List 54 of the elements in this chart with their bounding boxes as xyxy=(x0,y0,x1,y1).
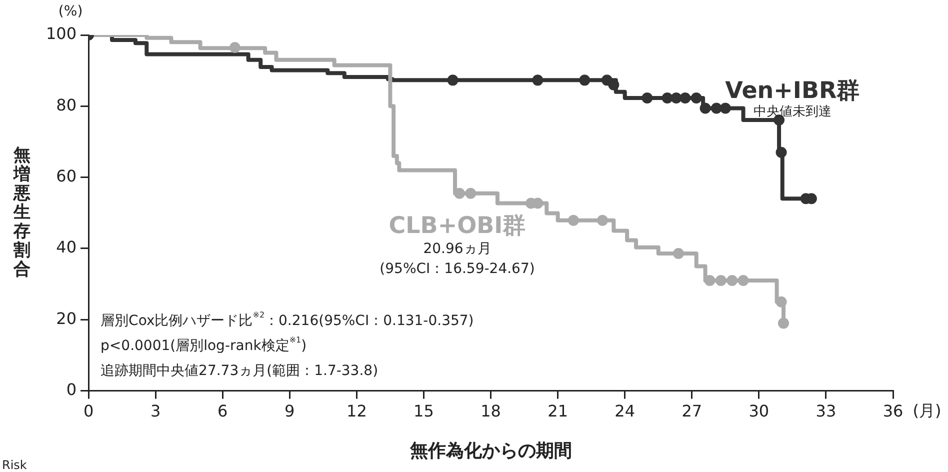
x-tick-label: 9 xyxy=(284,402,295,421)
point xyxy=(690,92,702,104)
point xyxy=(778,318,790,329)
point xyxy=(738,275,749,286)
x-tick-label: 36 xyxy=(882,402,904,421)
y-tick-label: 0 xyxy=(66,380,77,399)
x-tick-label: 21 xyxy=(548,402,568,421)
series-label: CLB+OBI群 xyxy=(388,213,526,240)
point xyxy=(642,92,653,104)
text: (%) xyxy=(58,4,83,20)
point xyxy=(672,248,684,259)
point xyxy=(710,102,722,114)
y-axis-title: 無増悪生存割合 xyxy=(12,145,30,280)
y-tick-label: 60 xyxy=(56,166,77,186)
point xyxy=(726,275,738,286)
y-tick-label: 80 xyxy=(56,95,77,114)
point xyxy=(579,74,590,86)
point xyxy=(715,275,726,286)
point xyxy=(465,188,476,199)
point xyxy=(776,296,787,308)
point xyxy=(776,146,787,158)
x-tick-label: 3 xyxy=(150,402,161,421)
x-tick-label: 15 xyxy=(414,402,434,421)
y-tick-label: 40 xyxy=(56,238,77,257)
point xyxy=(229,42,240,53)
annotation: 追跡期間中央値27.73ヵ月(範囲：1.7-33.8) xyxy=(100,362,378,379)
point xyxy=(700,102,711,114)
x-tick-label: 0 xyxy=(83,402,94,421)
y-tick-label: 20 xyxy=(56,308,77,328)
x-tick-label: 6 xyxy=(218,402,228,421)
x-tick-label: 33 xyxy=(816,402,836,421)
text: Risk xyxy=(2,458,27,472)
point xyxy=(662,92,673,104)
x-tick-label: 24 xyxy=(614,402,636,421)
text: (月) xyxy=(912,400,942,420)
point xyxy=(597,214,608,226)
x-tick-label: 27 xyxy=(682,402,702,421)
x-tick-label: 12 xyxy=(346,402,367,421)
annotation: 20.96ヵ月 xyxy=(423,240,492,257)
annotation: (95%CI：16.59-24.67) xyxy=(380,260,535,277)
point xyxy=(670,92,682,104)
x-tick-label: 18 xyxy=(480,402,501,421)
point xyxy=(568,214,579,226)
point xyxy=(532,74,544,86)
point xyxy=(447,74,458,86)
point xyxy=(454,188,465,199)
series-label: Ven+IBR群 xyxy=(725,78,860,104)
y-tick-label: 100 xyxy=(46,24,77,44)
annotation: 中央値未到達 xyxy=(753,104,832,120)
point xyxy=(720,102,731,114)
x-axis-title: 無作為化からの期間 xyxy=(408,440,572,462)
point xyxy=(704,275,716,286)
x-tick-label: 30 xyxy=(748,402,770,421)
point xyxy=(680,92,691,104)
